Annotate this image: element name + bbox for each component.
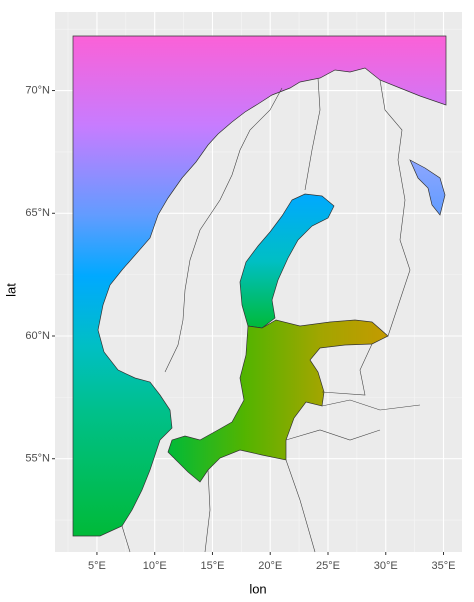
- x-tick-label: 30°E: [374, 560, 398, 572]
- axes: 5°E 10°E 15°E 20°E 25°E 30°E 35°E 55°N 60°N 65°N 7…: [25, 84, 455, 571]
- baltic-sea: [167, 319, 389, 483]
- x-tick-label: 5°E: [88, 560, 106, 572]
- y-axis-title: lat: [3, 283, 18, 297]
- gulf-of-bothnia: [239, 193, 335, 329]
- x-axis-title: lon: [249, 581, 266, 596]
- sea-raster: [72, 35, 447, 537]
- y-tick-label: 60°N: [25, 330, 50, 342]
- white-sea: [409, 159, 446, 216]
- y-tick-label: 65°N: [25, 207, 50, 219]
- x-tick-label: 35°E: [432, 560, 456, 572]
- x-tick-label: 15°E: [200, 560, 224, 572]
- country-borders: [121, 77, 421, 553]
- y-tick-label: 55°N: [25, 453, 50, 465]
- north-sea-area: [72, 35, 447, 537]
- y-tick-label: 70°N: [25, 84, 50, 96]
- x-tick-label: 10°E: [143, 560, 167, 572]
- x-tick-label: 20°E: [258, 560, 282, 572]
- x-tick-label: 25°E: [316, 560, 340, 572]
